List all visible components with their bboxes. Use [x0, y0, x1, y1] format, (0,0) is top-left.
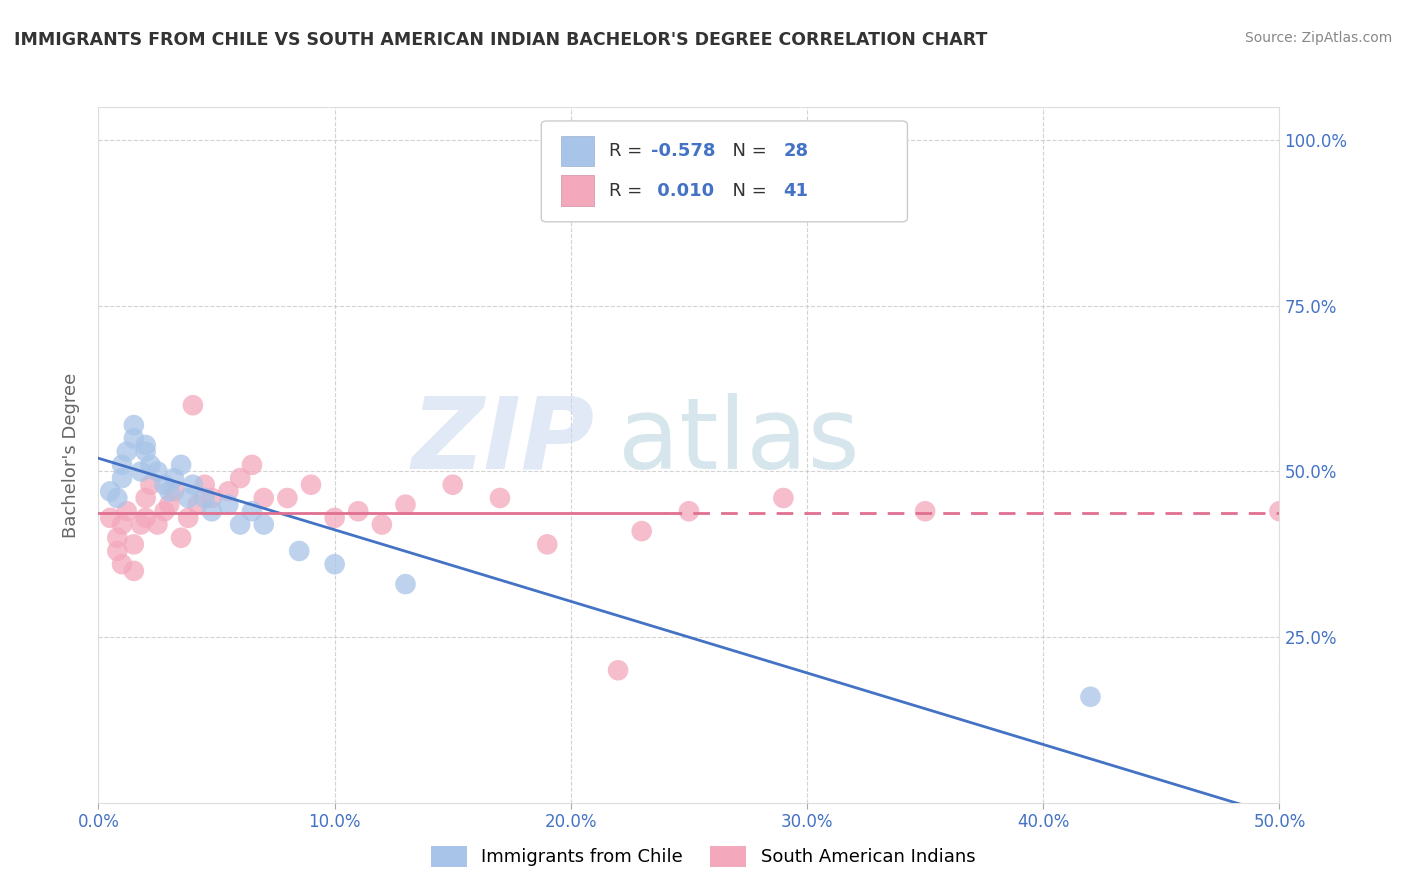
Text: -0.578: -0.578 — [651, 142, 716, 160]
Point — [105, 531, 128, 545]
Point — [441, 477, 464, 491]
Point — [1080, 690, 1102, 704]
Point — [217, 498, 239, 512]
Point — [240, 458, 263, 472]
Point — [111, 458, 134, 472]
Point — [323, 511, 346, 525]
Point — [201, 504, 224, 518]
Point — [347, 504, 370, 518]
Point — [135, 444, 157, 458]
Point — [276, 491, 298, 505]
Point — [157, 484, 180, 499]
Point — [135, 491, 157, 505]
Point — [98, 511, 121, 525]
Point — [187, 498, 209, 512]
Point — [170, 531, 193, 545]
Point — [122, 537, 145, 551]
Point — [122, 564, 145, 578]
Point — [153, 477, 176, 491]
Point — [163, 471, 186, 485]
Point — [139, 458, 162, 472]
Legend: Immigrants from Chile, South American Indians: Immigrants from Chile, South American In… — [423, 838, 983, 874]
Point — [111, 517, 134, 532]
Text: ZIP: ZIP — [412, 392, 595, 490]
Point — [115, 504, 138, 518]
Point — [914, 504, 936, 518]
Text: IMMIGRANTS FROM CHILE VS SOUTH AMERICAN INDIAN BACHELOR'S DEGREE CORRELATION CHA: IMMIGRANTS FROM CHILE VS SOUTH AMERICAN … — [14, 31, 987, 49]
Point — [111, 471, 134, 485]
Text: atlas: atlas — [619, 392, 859, 490]
Point — [115, 444, 138, 458]
Point — [122, 431, 145, 445]
Point — [1268, 504, 1291, 518]
Point — [139, 477, 162, 491]
Point — [323, 558, 346, 572]
Point — [105, 491, 128, 505]
Text: N =: N = — [721, 182, 772, 200]
FancyBboxPatch shape — [541, 121, 907, 222]
Point — [253, 491, 276, 505]
Point — [371, 517, 394, 532]
Point — [129, 517, 152, 532]
Point — [153, 504, 176, 518]
Point — [135, 438, 157, 452]
Point — [129, 465, 152, 479]
Point — [177, 491, 200, 505]
Text: 41: 41 — [783, 182, 808, 200]
Text: R =: R = — [609, 182, 648, 200]
Point — [201, 491, 224, 505]
Point — [181, 477, 204, 491]
Text: N =: N = — [721, 142, 772, 160]
Point — [772, 491, 794, 505]
Point — [253, 517, 276, 532]
Point — [489, 491, 512, 505]
Point — [98, 484, 121, 499]
Y-axis label: Bachelor's Degree: Bachelor's Degree — [62, 372, 80, 538]
Point — [194, 477, 217, 491]
Point — [163, 484, 186, 499]
Point — [299, 477, 322, 491]
Point — [181, 398, 204, 412]
Point — [170, 458, 193, 472]
Point — [194, 491, 217, 505]
Point — [394, 577, 416, 591]
Point — [678, 504, 700, 518]
Point — [146, 465, 169, 479]
FancyBboxPatch shape — [561, 175, 595, 206]
Point — [394, 498, 416, 512]
Point — [105, 544, 128, 558]
FancyBboxPatch shape — [561, 136, 595, 166]
Point — [111, 558, 134, 572]
Point — [146, 517, 169, 532]
Point — [536, 537, 558, 551]
Point — [157, 498, 180, 512]
Point — [240, 504, 263, 518]
Text: Source: ZipAtlas.com: Source: ZipAtlas.com — [1244, 31, 1392, 45]
Point — [229, 471, 252, 485]
Point — [607, 663, 630, 677]
Point — [229, 517, 252, 532]
Point — [177, 511, 200, 525]
Text: R =: R = — [609, 142, 648, 160]
Point — [135, 511, 157, 525]
Point — [122, 418, 145, 433]
Text: 28: 28 — [783, 142, 808, 160]
Point — [217, 484, 239, 499]
Text: 0.010: 0.010 — [651, 182, 714, 200]
Point — [630, 524, 652, 538]
Point — [288, 544, 311, 558]
